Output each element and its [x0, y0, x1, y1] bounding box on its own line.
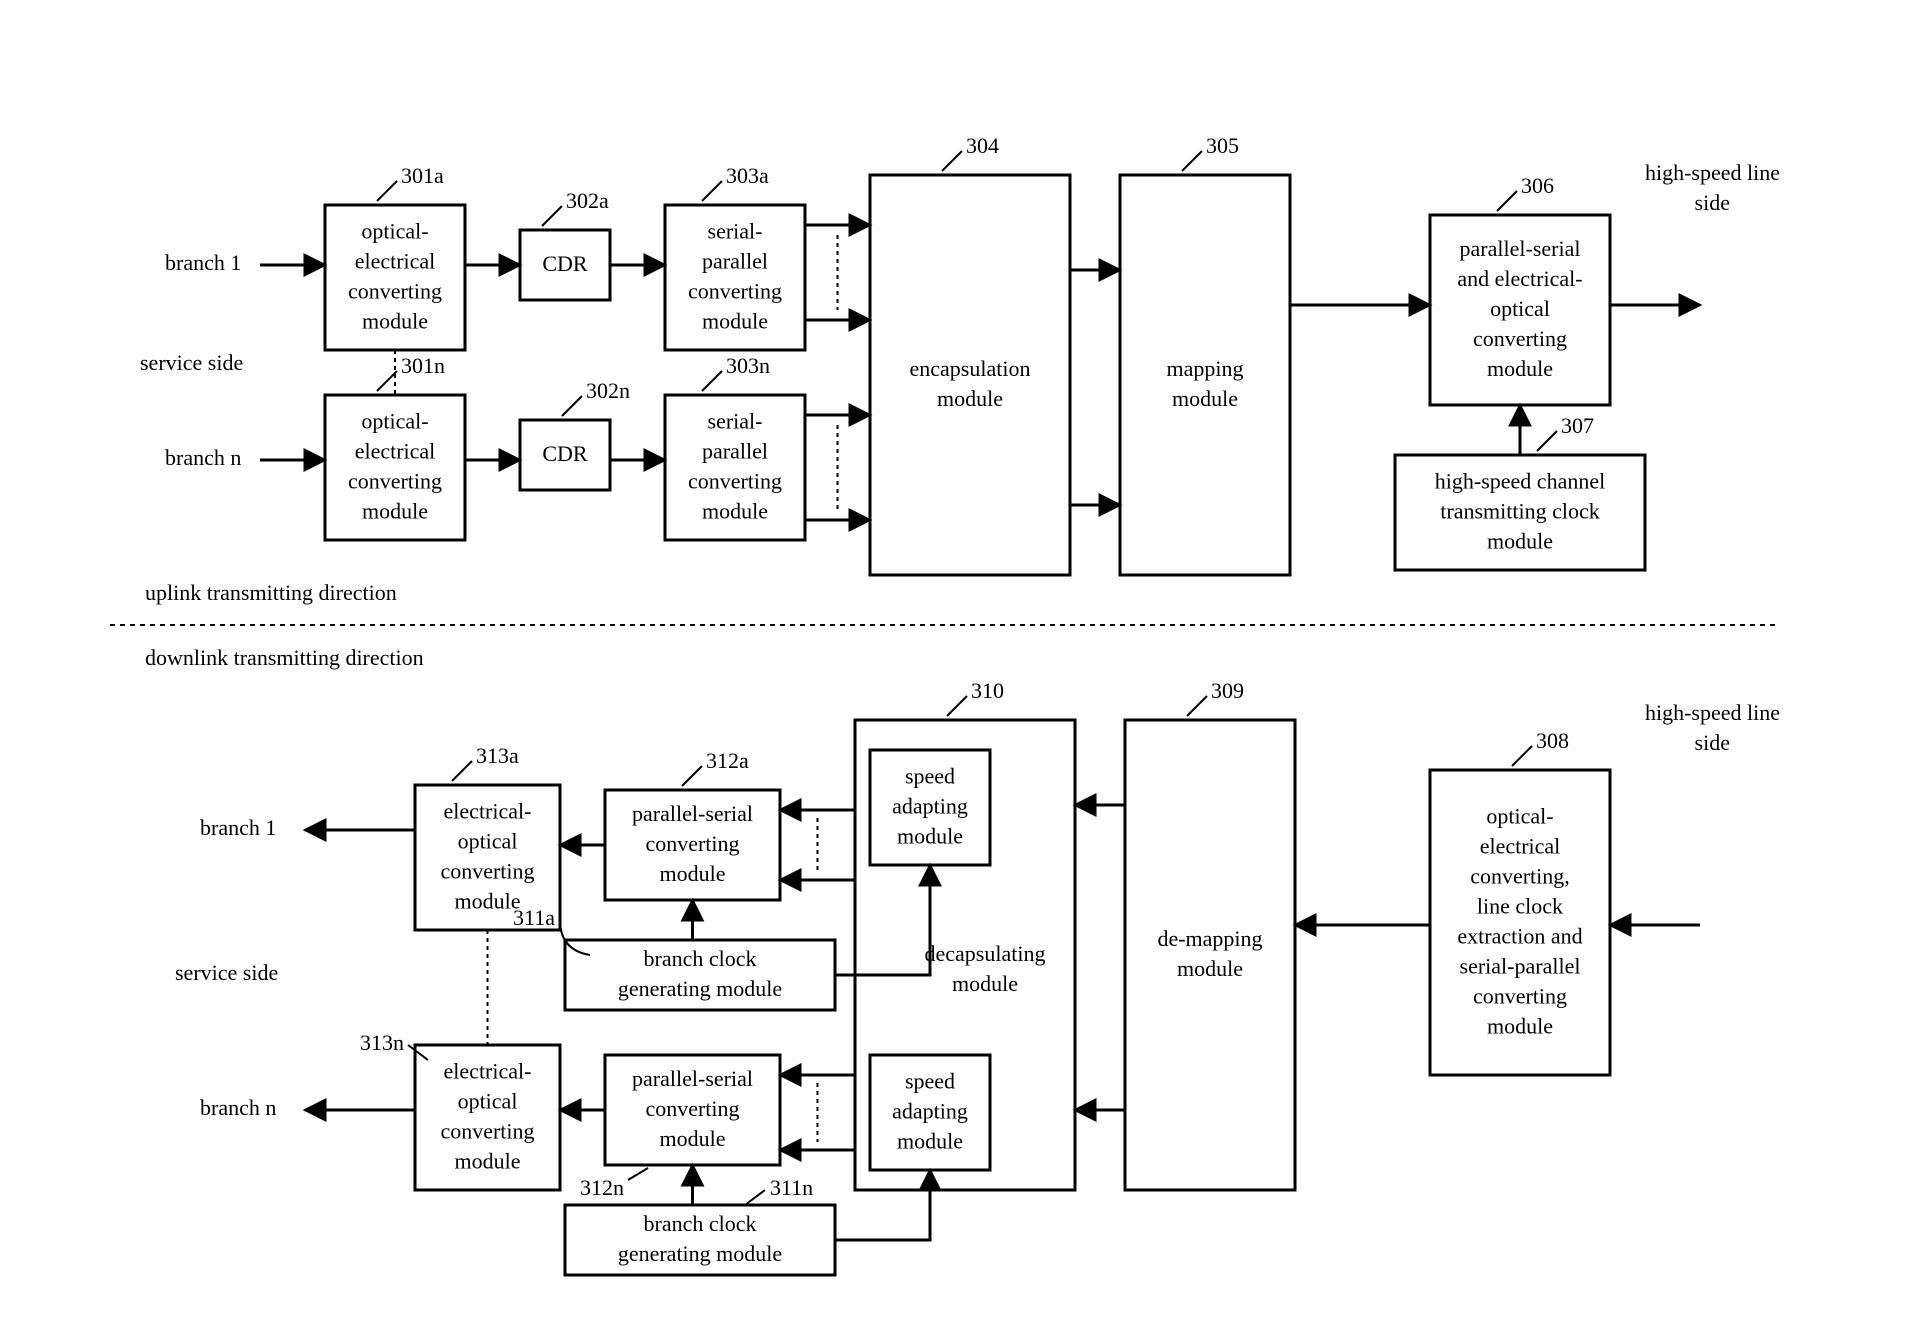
ref-303n: 303n: [726, 353, 770, 378]
box-demap309: [1125, 720, 1295, 1190]
block-diagram: optical-electricalconvertingmoduleoptica…: [0, 0, 1917, 1330]
ref-303a: 303a: [726, 163, 769, 188]
ref-308: 308: [1536, 728, 1569, 753]
label-cdr302a: CDR: [542, 251, 588, 276]
label-branch1-u: branch 1: [165, 250, 241, 275]
label-uplink: uplink transmitting direction: [145, 580, 397, 605]
ref-307: 307: [1561, 413, 1594, 438]
label-branchn-u: branch n: [165, 445, 241, 470]
ref-301n: 301n: [401, 353, 445, 378]
label-hs-side-d2: side: [1695, 730, 1730, 755]
ref-313a: 313a: [476, 743, 519, 768]
ref-305: 305: [1206, 133, 1239, 158]
label-hs-side-u1: high-speed line: [1645, 160, 1780, 185]
ref-312a: 312a: [706, 748, 749, 773]
label-service-side-u: service side: [140, 350, 243, 375]
ref-313n: 313n: [360, 1030, 404, 1055]
ref-302a: 302a: [566, 188, 609, 213]
ref-311n: 311n: [770, 1175, 813, 1200]
ref-301a: 301a: [401, 163, 444, 188]
ref-309: 309: [1211, 678, 1244, 703]
label-branchn-d: branch n: [200, 1095, 276, 1120]
ref-310: 310: [971, 678, 1004, 703]
ref-311a: 311a: [513, 905, 555, 930]
label-service-side-d: service side: [175, 960, 278, 985]
ref-306: 306: [1521, 173, 1554, 198]
label-cdr302n: CDR: [542, 441, 588, 466]
ref-312n: 312n: [580, 1175, 624, 1200]
ref-302n: 302n: [586, 378, 630, 403]
label-hs-side-u2: side: [1695, 190, 1730, 215]
label-hs-side-d1: high-speed line: [1645, 700, 1780, 725]
label-branch1-d: branch 1: [200, 815, 276, 840]
label-downlink: downlink transmitting direction: [145, 645, 424, 670]
ref-304: 304: [966, 133, 999, 158]
